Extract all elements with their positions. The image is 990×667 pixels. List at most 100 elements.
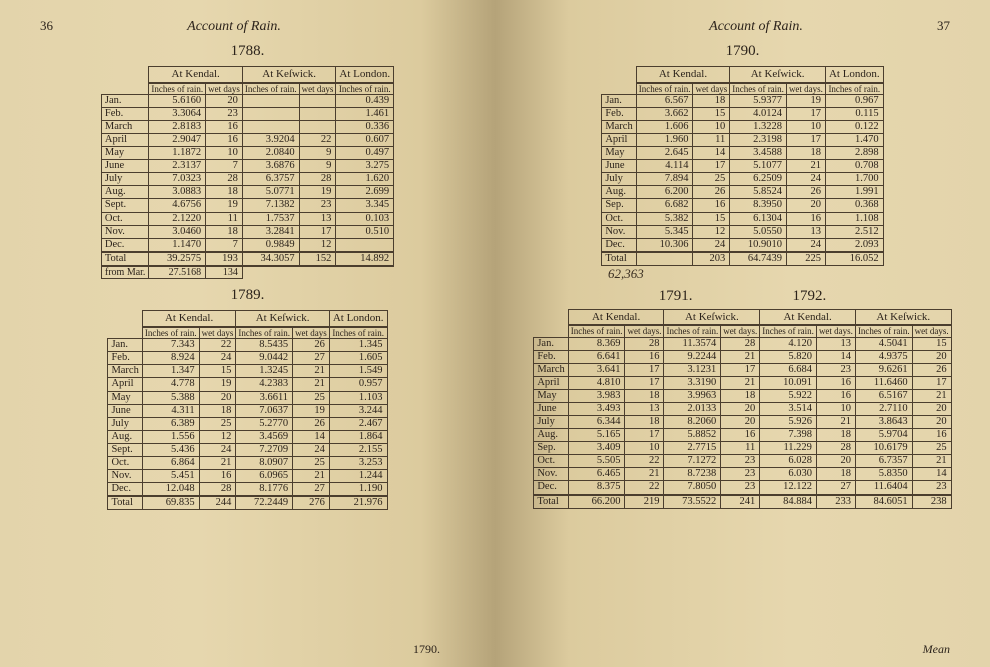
value-cell: 16 (816, 376, 855, 389)
table-row: July7.0323286.3757281.620 (101, 173, 393, 186)
value-cell: 0.708 (825, 160, 883, 173)
value-cell: 25 (199, 417, 236, 430)
value-cell: 0.967 (825, 94, 883, 107)
value-cell: 3.244 (329, 404, 387, 417)
value-cell: 10 (625, 442, 664, 455)
loc-london: At London. (336, 67, 394, 83)
table-subheader-row: Inches of rain. wet days Inches of rain.… (602, 83, 883, 95)
value-cell: 3.3064 (149, 108, 206, 121)
table-row: Sept.5.436247.2709242.155 (108, 443, 387, 456)
value-cell: 7.343 (142, 339, 199, 352)
value-cell: 23 (912, 481, 951, 495)
month-cell: Nov. (108, 469, 142, 482)
table-row: Sept.4.6756197.1382233.345 (101, 199, 393, 212)
value-cell: 17 (625, 363, 664, 376)
value-cell: 17 (299, 225, 336, 238)
value-cell: 2.645 (636, 147, 693, 160)
month-cell: March (108, 365, 142, 378)
value-cell: 0.103 (336, 212, 394, 225)
month-cell: May (534, 390, 568, 403)
table-row: Dec.8.375227.80502312.1222711.640423 (534, 481, 951, 495)
table-row: July7.894256.2509241.700 (602, 173, 883, 186)
month-cell: Feb. (534, 350, 568, 363)
month-cell: Nov. (602, 225, 636, 238)
table-row: Nov.3.0460183.2841170.510 (101, 225, 393, 238)
month-cell: Oct. (101, 212, 149, 225)
value-cell: 20 (816, 455, 855, 468)
month-cell: Sep. (534, 442, 568, 455)
month-cell: May (108, 391, 142, 404)
month-cell: Oct. (602, 212, 636, 225)
value-cell: 15 (693, 212, 730, 225)
value-cell: 9.6261 (855, 363, 912, 376)
value-cell: 1.347 (142, 365, 199, 378)
value-cell: 10 (693, 121, 730, 134)
value-cell: 1.7537 (242, 212, 299, 225)
table-row: Oct.2.1220111.7537130.103 (101, 212, 393, 225)
value-cell: 19 (786, 94, 825, 107)
total-row: Total 203 64.7439 225 16.052 (602, 252, 883, 266)
table-row: June3.493132.0133203.514102.711020 (534, 403, 951, 416)
table-row: Feb.3.662154.0124170.115 (602, 108, 883, 121)
month-cell: Jan. (108, 339, 142, 352)
value-cell: 24 (693, 238, 730, 252)
value-cell: 10.306 (636, 238, 693, 252)
loc-keswick: At Keſwick. (664, 309, 760, 325)
value-cell: 6.641 (568, 350, 625, 363)
table-row: Sep.3.409102.77151111.2292810.617925 (534, 442, 951, 455)
table-row: Aug.5.165175.8852167.398185.970416 (534, 429, 951, 442)
table-row: Sep.6.682168.3950200.368 (602, 199, 883, 212)
value-cell: 21 (912, 390, 951, 403)
col-rain: Inches of rain. (760, 325, 817, 337)
table-header-row: At Kendal. At Keſwick. At London. (101, 67, 393, 83)
table-row: April4.778194.2383210.957 (108, 378, 387, 391)
total-label: Total (108, 496, 142, 510)
value-cell: 19 (299, 186, 336, 199)
month-cell: Sept. (108, 443, 142, 456)
value-cell: 3.662 (636, 108, 693, 121)
value-cell: 5.388 (142, 391, 199, 404)
value-cell: 6.682 (636, 199, 693, 212)
value-cell: 9 (299, 147, 336, 160)
value-cell: 5.0550 (730, 225, 787, 238)
value-cell: 0.439 (336, 94, 394, 107)
table-row: Jan.7.343228.5435261.345 (108, 339, 387, 352)
table-row: April2.9047163.9204220.607 (101, 134, 393, 147)
table-row: July6.344188.2060205.926213.864320 (534, 416, 951, 429)
table-row: June4.114175.1077210.708 (602, 160, 883, 173)
value-cell: 20 (199, 391, 236, 404)
value-cell: 26 (912, 363, 951, 376)
value-cell (299, 108, 336, 121)
value-cell: 4.5041 (855, 337, 912, 350)
total-label: Total (602, 252, 636, 266)
value-cell: 18 (625, 416, 664, 429)
value-cell: 25 (293, 456, 330, 469)
value-cell: 25 (912, 442, 951, 455)
year-heading-1789: 1789. (35, 287, 460, 304)
value-cell: 1.549 (329, 365, 387, 378)
value-cell: 5.451 (142, 469, 199, 482)
value-cell: 1.461 (336, 108, 394, 121)
value-cell: 5.1077 (730, 160, 787, 173)
col-wet: wet days. (786, 83, 825, 95)
value-cell: 12.048 (142, 482, 199, 496)
value-cell: 6.684 (760, 363, 817, 376)
value-cell: 4.810 (568, 376, 625, 389)
loc-london: At London. (825, 67, 883, 83)
value-cell: 21 (786, 160, 825, 173)
value-cell: 6.7357 (855, 455, 912, 468)
month-cell: Nov. (534, 468, 568, 481)
value-cell: 2.9047 (149, 134, 206, 147)
value-cell: 0.122 (825, 121, 883, 134)
value-cell: 1.606 (636, 121, 693, 134)
value-cell: 26 (693, 186, 730, 199)
value-cell: 23 (206, 108, 243, 121)
value-cell: 16 (206, 134, 243, 147)
value-cell: 1.345 (329, 339, 387, 352)
table-1791-1792: At Kendal. At Keſwick. At Kendal. At Keſ… (533, 309, 951, 509)
table-1790: At Kendal. At Keſwick. At London. Inches… (601, 66, 883, 266)
year-heading-1791: 1791. (659, 288, 693, 305)
value-cell: 5.9704 (855, 429, 912, 442)
value-cell: 25 (693, 173, 730, 186)
loc-keswick: At Keſwick. (855, 309, 951, 325)
